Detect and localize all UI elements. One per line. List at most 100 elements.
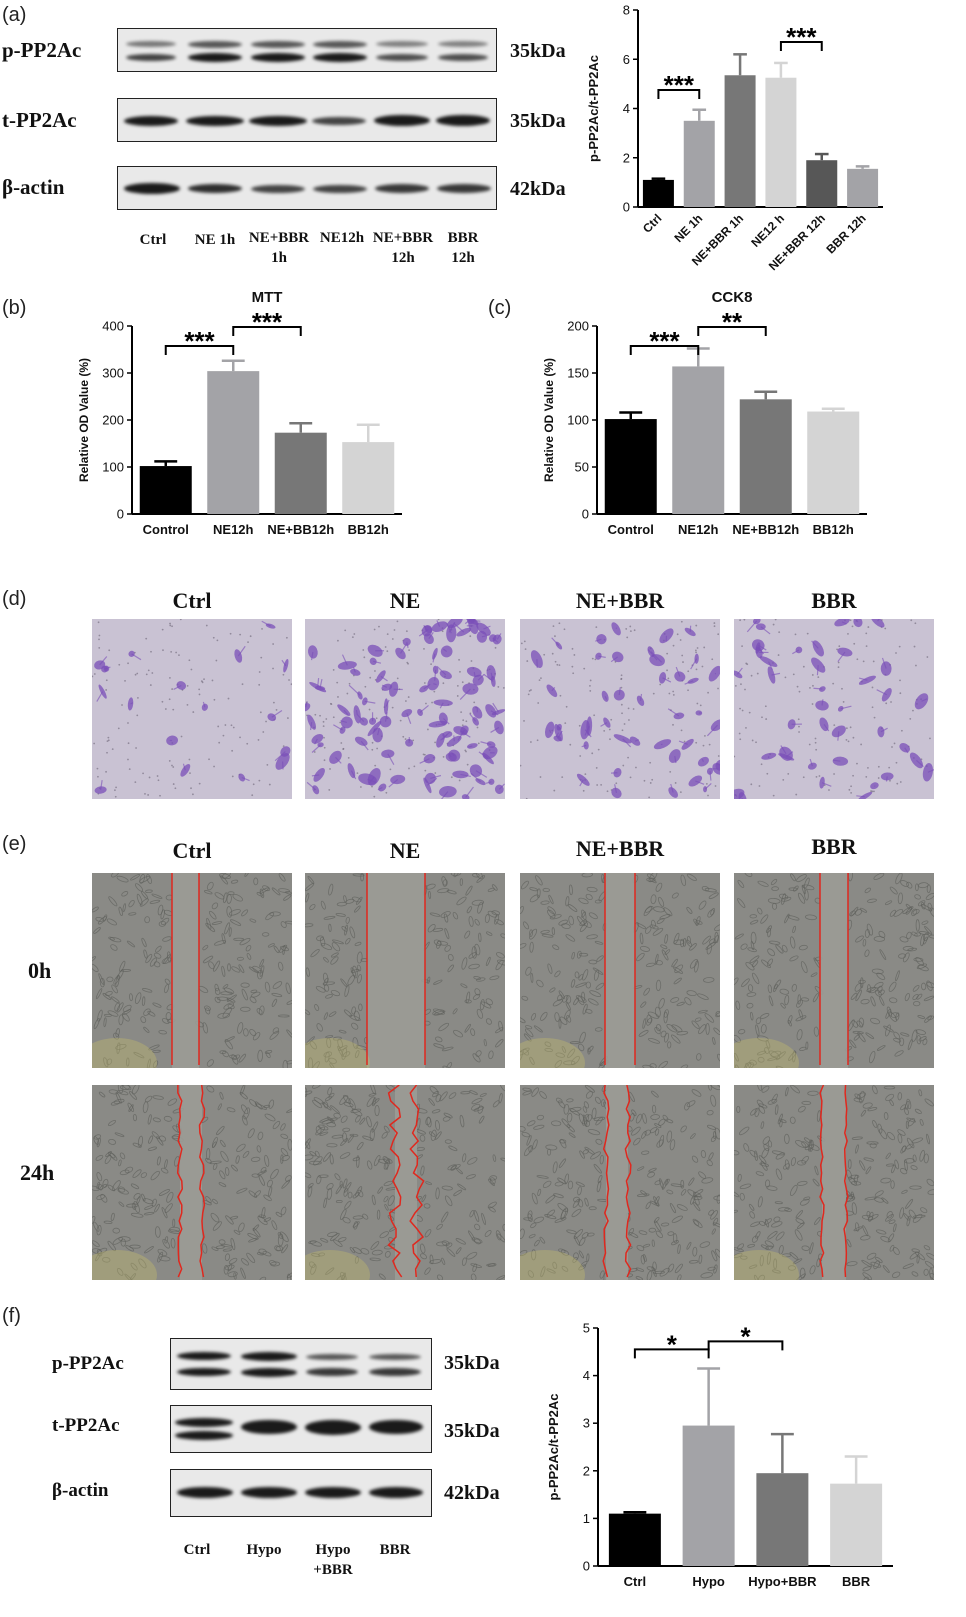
panel-d-letter: (d) bbox=[2, 588, 27, 610]
chart-c: CCK8 Relative OD Value (%) 0 50 100 150 200 Con… bbox=[542, 289, 867, 537]
blot-a-row2-kda: 35kDa bbox=[510, 110, 566, 132]
bar bbox=[683, 120, 715, 207]
significance-bracket bbox=[657, 89, 701, 100]
y-tick-label: 5 bbox=[583, 1321, 590, 1336]
x-tick-label: Control bbox=[608, 522, 654, 537]
blot-f-row2-label: t-PP2Ac bbox=[52, 1415, 120, 1436]
y-tick-label: 4 bbox=[623, 101, 630, 116]
blot-f-row3-label: β-actin bbox=[52, 1480, 109, 1501]
significance-label: ** bbox=[722, 307, 743, 337]
bar bbox=[604, 419, 657, 514]
significance-bracket bbox=[707, 1340, 784, 1351]
bar bbox=[806, 160, 838, 207]
bar bbox=[682, 1425, 735, 1566]
y-tick-label: 100 bbox=[567, 413, 589, 428]
bar bbox=[724, 75, 756, 207]
x-tick-label: BB12h bbox=[348, 522, 389, 537]
blot-a-row1-kda: 35kDa bbox=[510, 40, 566, 62]
y-axis-label: p-PP2Ac/t-PP2Ac bbox=[546, 1394, 561, 1501]
x-tick-label: NE+BB12h bbox=[267, 522, 334, 537]
y-tick-label: 3 bbox=[583, 1416, 590, 1431]
y-tick-label: 8 bbox=[623, 3, 630, 18]
blot-f-row3 bbox=[170, 1469, 432, 1517]
bar bbox=[739, 399, 792, 514]
blot-f-row1-kda: 35kDa bbox=[444, 1352, 500, 1374]
bar bbox=[756, 1473, 809, 1566]
significance-bracket bbox=[232, 326, 302, 336]
bar bbox=[207, 371, 260, 514]
y-tick-label: 1 bbox=[583, 1511, 590, 1526]
significance-bracket bbox=[697, 326, 767, 336]
blot-a-row2-label: t-PP2Ac bbox=[2, 108, 77, 132]
y-tick-label: 6 bbox=[623, 52, 630, 67]
chart-b: MTT Relative OD Value (%) 0 100 200 300 400 Con… bbox=[77, 289, 402, 537]
panel-d-col-title: BBR bbox=[811, 588, 857, 613]
x-tick-label: NE+BB12h bbox=[732, 522, 799, 537]
y-tick-label: 400 bbox=[102, 319, 124, 334]
blot-f-lane-label: Hypo +BBR bbox=[313, 1542, 353, 1578]
transwell-image-ne-bbr bbox=[520, 619, 720, 799]
panel-b-letter: (b) bbox=[2, 297, 27, 319]
x-tick-label: Hypo+BBR bbox=[748, 1574, 817, 1589]
wound-image-ctrl-0h bbox=[92, 873, 292, 1068]
chart-title: MTT bbox=[252, 289, 283, 306]
x-tick-label: Control bbox=[143, 522, 189, 537]
y-tick-label: 150 bbox=[567, 366, 589, 381]
wound-image-bbr-0h bbox=[734, 873, 934, 1068]
significance-label: * bbox=[667, 1329, 678, 1359]
significance-label: *** bbox=[184, 326, 215, 356]
panel-a-letter: (a) bbox=[2, 4, 27, 26]
blot-a-lane-label: BBR 12h bbox=[447, 230, 479, 266]
panel-c-letter: (c) bbox=[488, 297, 512, 319]
panel-d-col-title: NE bbox=[389, 588, 421, 613]
panel-f-letter: (f) bbox=[2, 1305, 21, 1327]
blot-a-row3-label: β-actin bbox=[2, 175, 65, 199]
blot-a-row1 bbox=[117, 28, 497, 72]
y-tick-label: 2 bbox=[583, 1463, 590, 1478]
wound-row-label: 0h bbox=[28, 958, 52, 983]
x-tick-label: NE12h bbox=[678, 522, 719, 537]
y-tick-label: 200 bbox=[102, 413, 124, 428]
blot-f-lane-label: Hypo bbox=[246, 1542, 282, 1558]
bar bbox=[672, 366, 725, 514]
bar bbox=[847, 168, 879, 207]
blot-a-row3-kda: 42kDa bbox=[510, 178, 566, 200]
blot-a-row3 bbox=[117, 166, 497, 210]
significance-bracket bbox=[629, 345, 700, 355]
y-tick-label: 0 bbox=[117, 507, 124, 522]
x-tick-label: BBR bbox=[842, 1574, 871, 1589]
blot-a-lane-label: NE 1h bbox=[194, 232, 236, 248]
y-tick-label: 0 bbox=[582, 507, 589, 522]
bar bbox=[765, 77, 797, 207]
blot-f-row2 bbox=[170, 1405, 432, 1453]
x-tick-label: Ctrl bbox=[640, 211, 665, 236]
panel-e-col-title: BBR bbox=[811, 834, 857, 859]
y-tick-label: 100 bbox=[102, 460, 124, 475]
y-tick-label: 4 bbox=[583, 1368, 590, 1383]
blot-a-lane-label: NE+BBR 1h bbox=[248, 230, 310, 266]
blot-f-row1-label: p-PP2Ac bbox=[52, 1353, 124, 1374]
significance-label: *** bbox=[649, 326, 680, 356]
x-tick-label: Hypo bbox=[692, 1574, 725, 1589]
y-axis-label: Relative OD Value (%) bbox=[77, 358, 91, 482]
x-tick-label: NE12 h bbox=[748, 211, 787, 250]
blot-f-row1 bbox=[170, 1338, 432, 1390]
transwell-image-bbr bbox=[734, 619, 934, 799]
x-tick-label: NE 1h bbox=[671, 211, 705, 245]
y-axis-label: p-PP2Ac/t-PP2Ac bbox=[586, 55, 601, 162]
x-tick-label: BB12h bbox=[813, 522, 854, 537]
blot-a-lane-label: NE12h bbox=[319, 230, 365, 246]
y-tick-label: 0 bbox=[583, 1559, 590, 1574]
chart-title: CCK8 bbox=[712, 289, 753, 306]
panel-e-col-title: Ctrl bbox=[172, 838, 212, 863]
blot-a-row2 bbox=[117, 98, 497, 142]
blot-f-row3-kda: 42kDa bbox=[444, 1482, 500, 1504]
wound-image-ne-bbr-0h bbox=[520, 873, 720, 1068]
wound-image-ne-24h bbox=[305, 1085, 505, 1280]
bar bbox=[608, 1513, 661, 1566]
y-tick-label: 0 bbox=[623, 200, 630, 215]
wound-row-label: 24h bbox=[20, 1160, 55, 1185]
wound-image-ne-0h bbox=[305, 873, 505, 1068]
bar bbox=[274, 432, 327, 514]
